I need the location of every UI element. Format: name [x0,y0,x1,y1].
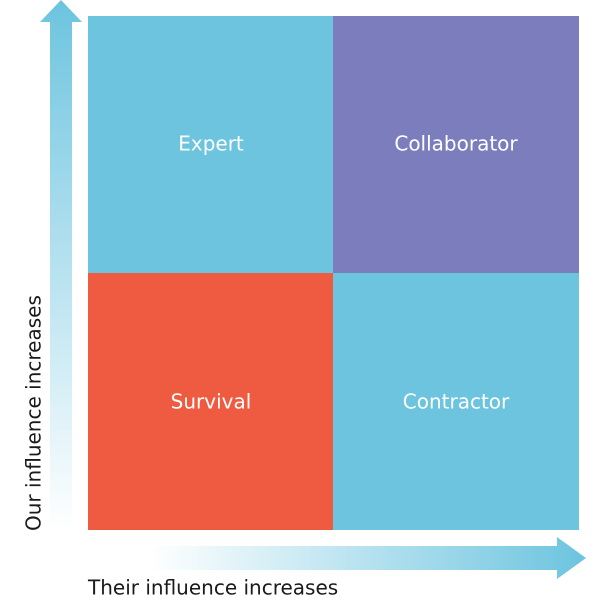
x-axis-label: Their influence increases [87,576,338,600]
quadrant-label: Survival [171,390,252,414]
y-arrow [40,0,82,530]
quadrant-label: Expert [178,132,244,156]
quadrant-collaborator [333,16,579,273]
quadrant-label: Contractor [403,390,510,414]
y-axis-label: Our influence increases [22,295,46,531]
quadrant-expert [88,16,333,273]
quadrant-label: Collaborator [394,132,518,156]
quadrant-survival [88,273,333,530]
quadrant-contractor [333,273,579,530]
x-arrow [150,537,586,579]
